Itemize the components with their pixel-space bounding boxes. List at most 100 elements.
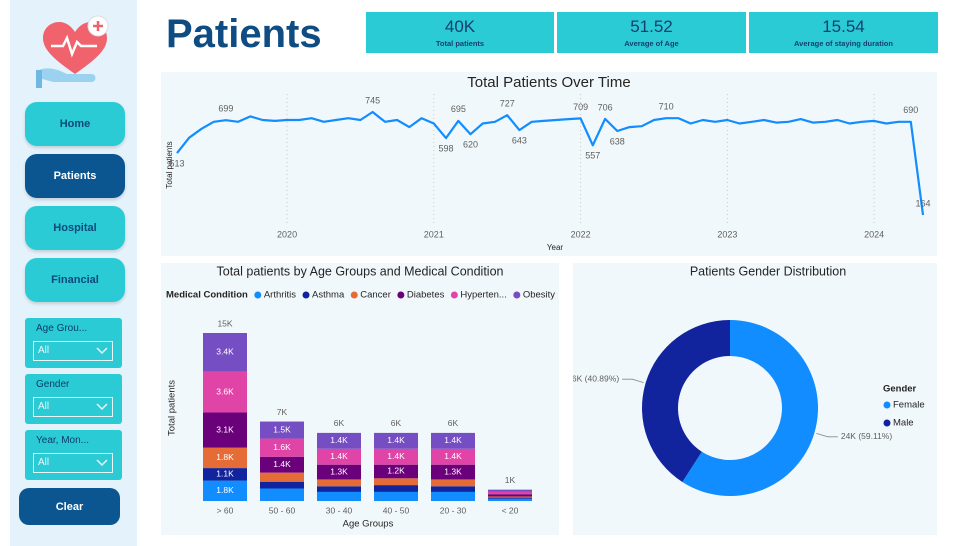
kpi-card: 15.54 Average of staying duration [749,12,938,53]
nav-button[interactable]: Home [25,102,125,146]
chart-title: Total Patients Over Time [467,74,630,91]
x-tick-label: 20 - 30 [440,505,467,515]
legend-label: Hyperten... [460,290,506,301]
x-tick-label: 2024 [864,229,884,239]
bar-segment [203,447,247,469]
leader-line [816,433,838,438]
logo-pulse [51,34,97,58]
data-label: 557 [585,151,600,161]
logo [36,15,109,88]
chevron [96,403,108,411]
y-axis-label: Total patients [165,141,174,188]
data-label: 745 [365,95,380,105]
kpi-card: 51.52 Average of Age [557,12,746,53]
legend-marker [302,291,310,299]
x-axis-label: Age Groups [343,519,394,530]
chevron [96,459,108,467]
x-axis-label: Year [547,243,564,252]
data-label: 3.4K [216,347,234,357]
bar-segment [317,486,361,492]
data-label: 1.4K [330,451,348,461]
bar-segment [317,479,361,487]
x-tick-label: 30 - 40 [326,505,353,515]
kpi-value: 40K [444,17,476,36]
kpi-label: Total patients [435,39,485,48]
bar-segment [488,496,532,498]
bar-segment [488,494,532,497]
filter-label: Year, Mon... [36,435,89,446]
data-label: 1.8K [216,452,234,462]
legend-marker [397,291,405,299]
filter: Gender All [25,374,122,424]
bar-segment [431,432,475,449]
donut-slice [642,320,730,482]
x-tick-label: < 20 [502,505,519,515]
page-title: Patients [166,12,322,56]
donut-chart: Patients Gender Distribution 24K (59.11%)… [573,263,937,535]
bar-segment [203,371,247,413]
data-label: 706 [598,102,613,112]
bar-segment [374,448,418,465]
filter-dropdown[interactable]: All [33,341,113,361]
bar-segment [260,421,304,439]
bar-segment [488,498,532,501]
kpi-label: Average of staying duration [794,39,893,48]
bar-segment [317,491,361,501]
y-axis-label: Total patients [167,380,178,436]
legend-label: Arthritis [264,290,296,301]
bar-segment [374,464,418,479]
filter-value: All [38,457,50,468]
data-label: 1.4K [273,459,291,469]
leader-line [622,378,644,383]
nav-button[interactable]: Hospital [25,206,125,250]
total-label: 6K [391,418,402,428]
legend-label: Female [893,400,925,411]
legend-marker [513,291,521,299]
legend-marker [450,291,458,299]
data-label: 620 [463,140,478,150]
chart-title: Patients Gender Distribution [690,264,846,278]
kpi-label: Average of Age [624,39,679,48]
filter-dropdown[interactable]: All [33,397,113,417]
bar-segment [374,432,418,449]
filter-dropdown[interactable]: All [33,453,113,473]
filter: Year, Mon... All [25,430,122,480]
bar-segment [488,491,532,495]
legend-label: Asthma [312,290,345,301]
nav-button[interactable]: Patients [25,154,125,198]
data-label: 699 [218,104,233,114]
chart-title: Total patients by Age Groups and Medical… [217,264,504,278]
legend-label: Cancer [360,290,391,301]
chevron [96,347,108,355]
legend-marker [883,401,891,409]
logo-plus [93,21,103,31]
filter: Age Grou... All [25,318,122,368]
x-tick-label: 50 - 60 [269,505,296,515]
data-label: 1.4K [387,451,405,461]
bar-segment [488,497,532,499]
data-label: 1.3K [444,466,462,476]
x-tick-label: 2023 [717,229,737,239]
bar-segment [374,491,418,501]
legend-label: Diabetes [407,290,445,301]
x-tick-label: 40 - 50 [383,505,410,515]
bar-segment [260,488,304,501]
total-label: 7K [277,407,288,417]
bar-segment [431,486,475,492]
data-label: 690 [903,105,918,115]
nav-button[interactable]: Financial [25,258,125,302]
line-chart: Total Patients Over Time 2020 2021 2022 2023… [161,72,937,256]
total-label: 1K [505,475,516,485]
legend-marker [883,419,891,427]
filter-label: Gender [36,379,70,390]
legend-marker [254,291,262,299]
bar-segment [203,412,247,448]
x-tick-label: > 60 [217,505,234,515]
bar-segment [431,464,475,480]
x-tick-label: 2020 [277,229,297,239]
data-label: 513 [169,159,184,169]
clear-button[interactable]: Clear [19,488,120,525]
data-label: 164 [915,198,930,208]
data-label: 638 [610,136,625,146]
